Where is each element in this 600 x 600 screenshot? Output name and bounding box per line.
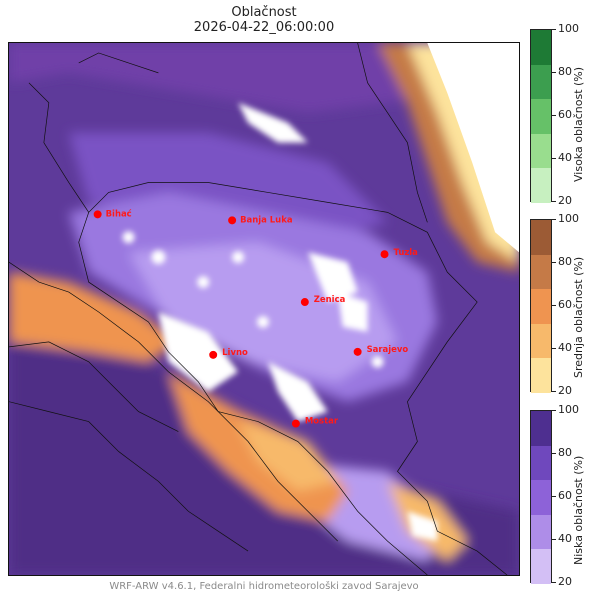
city-label-mostar: Mostar: [305, 416, 339, 426]
colorbar-high-segment: [531, 64, 551, 100]
colorbar-tick: [552, 305, 556, 306]
colorbar-high-cloud: [530, 29, 552, 203]
city-markers: Bihać Banja Luka Tuzla Zenica Livno Sara…: [93, 208, 418, 428]
borders: [9, 43, 508, 575]
city-marker-zenica[interactable]: [300, 298, 309, 307]
city-label-banja-luka: Banja Luka: [240, 214, 293, 224]
colorbar-tick-label: 100: [558, 22, 579, 35]
city-marker-mostar[interactable]: [291, 419, 300, 428]
colorbar-low-segment: [531, 549, 551, 584]
city-label-tuzla: Tuzla: [393, 247, 418, 257]
city-marker-banja-luka[interactable]: [228, 216, 237, 225]
colorbar-high-segment: [531, 99, 551, 134]
colorbar-tick-label: 100: [558, 212, 579, 225]
colorbar-tick-label: 20: [558, 194, 572, 207]
city-marker-tuzla[interactable]: [380, 250, 389, 259]
colorbar-tick-label: 40: [558, 151, 572, 164]
colorbar-tick: [552, 582, 556, 583]
colorbar-tick: [552, 453, 556, 454]
colorbar-tick: [552, 115, 556, 116]
colorbar-tick: [552, 348, 556, 349]
colorbar-high-segment: [531, 30, 551, 65]
colorbar-tick-label: 100: [558, 403, 579, 416]
colorbar-mid-segment: [531, 323, 551, 359]
colorbar-tick: [552, 201, 556, 202]
city-marker-livno[interactable]: [209, 350, 218, 359]
colorbar-tick-label: 20: [558, 384, 572, 397]
colorbar-tick-label: 60: [558, 298, 572, 311]
city-label-sarajevo: Sarajevo: [367, 344, 409, 354]
colorbar-tick: [552, 410, 556, 411]
colorbar-mid-cloud: [530, 219, 552, 393]
colorbar-tick: [552, 391, 556, 392]
colorbar-tick: [552, 539, 556, 540]
colorbar-tick-label: 40: [558, 532, 572, 545]
colorbar-low-segment: [531, 480, 551, 515]
map-timestamp: 2026-04-22_06:00:00: [193, 20, 335, 35]
colorbar-mid-segment: [531, 358, 551, 393]
colorbar-tick-label: 80: [558, 255, 572, 268]
city-marker-bihac[interactable]: [93, 210, 102, 219]
colorbar-tick-label: 60: [558, 489, 572, 502]
city-marker-sarajevo[interactable]: [353, 347, 362, 356]
colorbar-mid-segment: [531, 254, 551, 290]
colorbar-high-segment: [531, 168, 551, 203]
city-label-zenica: Zenica: [314, 294, 346, 304]
colorbar-mid-segment: [531, 220, 551, 255]
map-title: Oblačnost: [231, 5, 297, 20]
colorbar-tick: [552, 219, 556, 220]
city-label-livno: Livno: [222, 347, 248, 357]
colorbar-tick-label: 80: [558, 446, 572, 459]
colorbar-tick: [552, 496, 556, 497]
colorbar-tick-label: 80: [558, 65, 572, 78]
colorbar-tick: [552, 262, 556, 263]
colorbar-low-segment: [531, 445, 551, 481]
city-label-bihac: Bihać: [106, 208, 132, 218]
colorbar-low-cloud: [530, 410, 552, 584]
colorbar-tick-label: 40: [558, 341, 572, 354]
colorbar-tick: [552, 29, 556, 30]
colorbar-tick-label: 60: [558, 108, 572, 121]
colorbar-mid-segment: [531, 289, 551, 324]
model-credit: WRF-ARW v4.6.1, Federalni hidrometeorolo…: [109, 581, 419, 592]
colorbar-low-segment: [531, 514, 551, 550]
clear-sky-area: [427, 43, 519, 253]
colorbar-tick: [552, 72, 556, 73]
colorbar-high-segment: [531, 133, 551, 169]
colorbar-tick: [552, 158, 556, 159]
colorbar-tick-label: 20: [558, 575, 572, 588]
colorbar-low-segment: [531, 411, 551, 446]
cloud-cover-map: Bihać Banja Luka Tuzla Zenica Livno Sara…: [8, 42, 520, 576]
